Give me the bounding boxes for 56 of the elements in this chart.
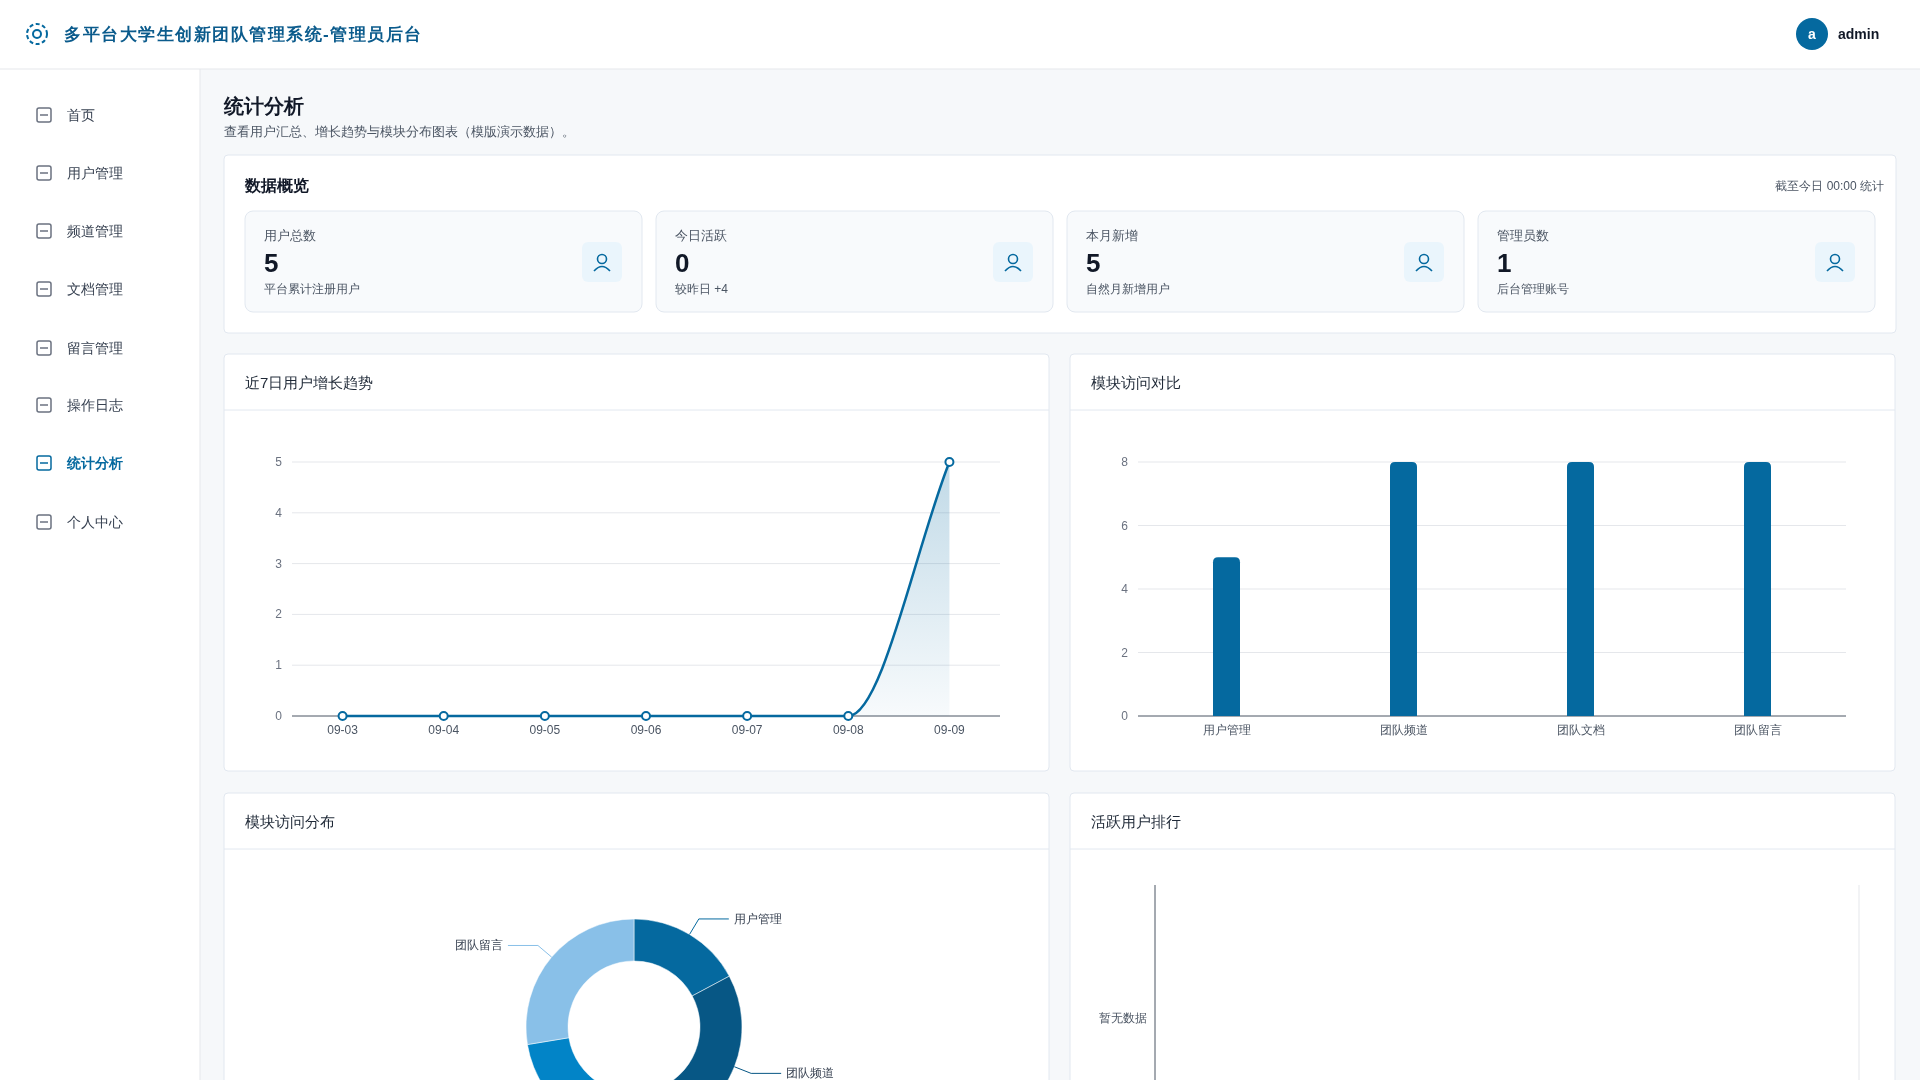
x-tick-label: 用户管理 [1202, 723, 1251, 737]
text: 自然月新增用户 [1086, 282, 1170, 296]
text: 1 [1497, 248, 1512, 278]
text: 截至今日 00:00 统计 [1775, 179, 1884, 193]
text: 文档管理 [67, 281, 123, 297]
text: 查看用户汇总、增长趋势与模块分布图表（模版演示数据）。 [224, 123, 575, 139]
text: 个人中心 [67, 514, 123, 530]
y-tick-label: 6 [1121, 518, 1129, 533]
y-tick-label: 2 [275, 607, 283, 622]
x-tick-label: 09-06 [630, 723, 662, 737]
y-tick-label: 2 [1121, 645, 1129, 660]
text: 本月新增 [1086, 227, 1138, 243]
y-tick-label: 4 [1121, 582, 1129, 596]
slice-label: 团队频道 [786, 1066, 835, 1080]
y-tick-label: 3 [275, 556, 283, 571]
chart-title: 近7日用户增长趋势 [245, 373, 374, 391]
text: 频道管理 [67, 223, 123, 239]
x-tick-label: 团队文档 [1556, 723, 1605, 737]
text: 用户管理 [67, 165, 123, 181]
text: 0 [675, 248, 690, 278]
text: 多平台大学生创新团队管理系统-管理员后台 [64, 24, 423, 44]
text: 留言管理 [67, 340, 123, 356]
text: 活跃用户排行 [1091, 812, 1181, 830]
text: 平台累计注册用户 [264, 282, 360, 296]
slice-label: 团队留言 [454, 938, 503, 953]
text: 模块访问分布 [245, 812, 335, 830]
chart-title: 模块访问对比 [1091, 373, 1181, 391]
x-tick-label: 09-03 [327, 723, 359, 737]
text: 后台管理账号 [1497, 282, 1569, 296]
text: 管理员数 [1497, 227, 1549, 243]
x-tick-label: 09-07 [731, 723, 763, 737]
text: 5 [1086, 248, 1101, 278]
x-tick-label: 09-08 [832, 723, 864, 737]
y-tick-label: 5 [275, 455, 283, 469]
text: 首页 [67, 107, 95, 123]
text: admin [1838, 26, 1880, 42]
slice-label: 用户管理 [733, 911, 782, 926]
text: 统计分析 [223, 95, 304, 117]
y-tick-label: 0 [275, 709, 283, 723]
x-tick-label: 团队留言 [1733, 723, 1782, 737]
x-tick-label: 09-05 [529, 723, 561, 737]
x-tick-label: 09-09 [934, 723, 966, 737]
y-tick-label: 4 [275, 505, 283, 520]
text: 用户总数 [264, 227, 316, 243]
text: a [1808, 26, 1817, 42]
y-tick-label: 0 [1121, 709, 1129, 723]
x-tick-label: 团队频道 [1379, 723, 1428, 737]
y-tick-label: 8 [1121, 455, 1129, 469]
text: 数据概览 [244, 176, 309, 194]
y-tick-label: 1 [275, 658, 283, 673]
text: 较昨日 +4 [675, 282, 729, 296]
text: 统计分析 [66, 455, 123, 471]
text: 操作日志 [67, 397, 123, 413]
x-tick-label: 09-04 [428, 723, 460, 737]
text: 今日活跃 [675, 227, 727, 243]
text: 暂无数据 [1099, 1011, 1147, 1025]
